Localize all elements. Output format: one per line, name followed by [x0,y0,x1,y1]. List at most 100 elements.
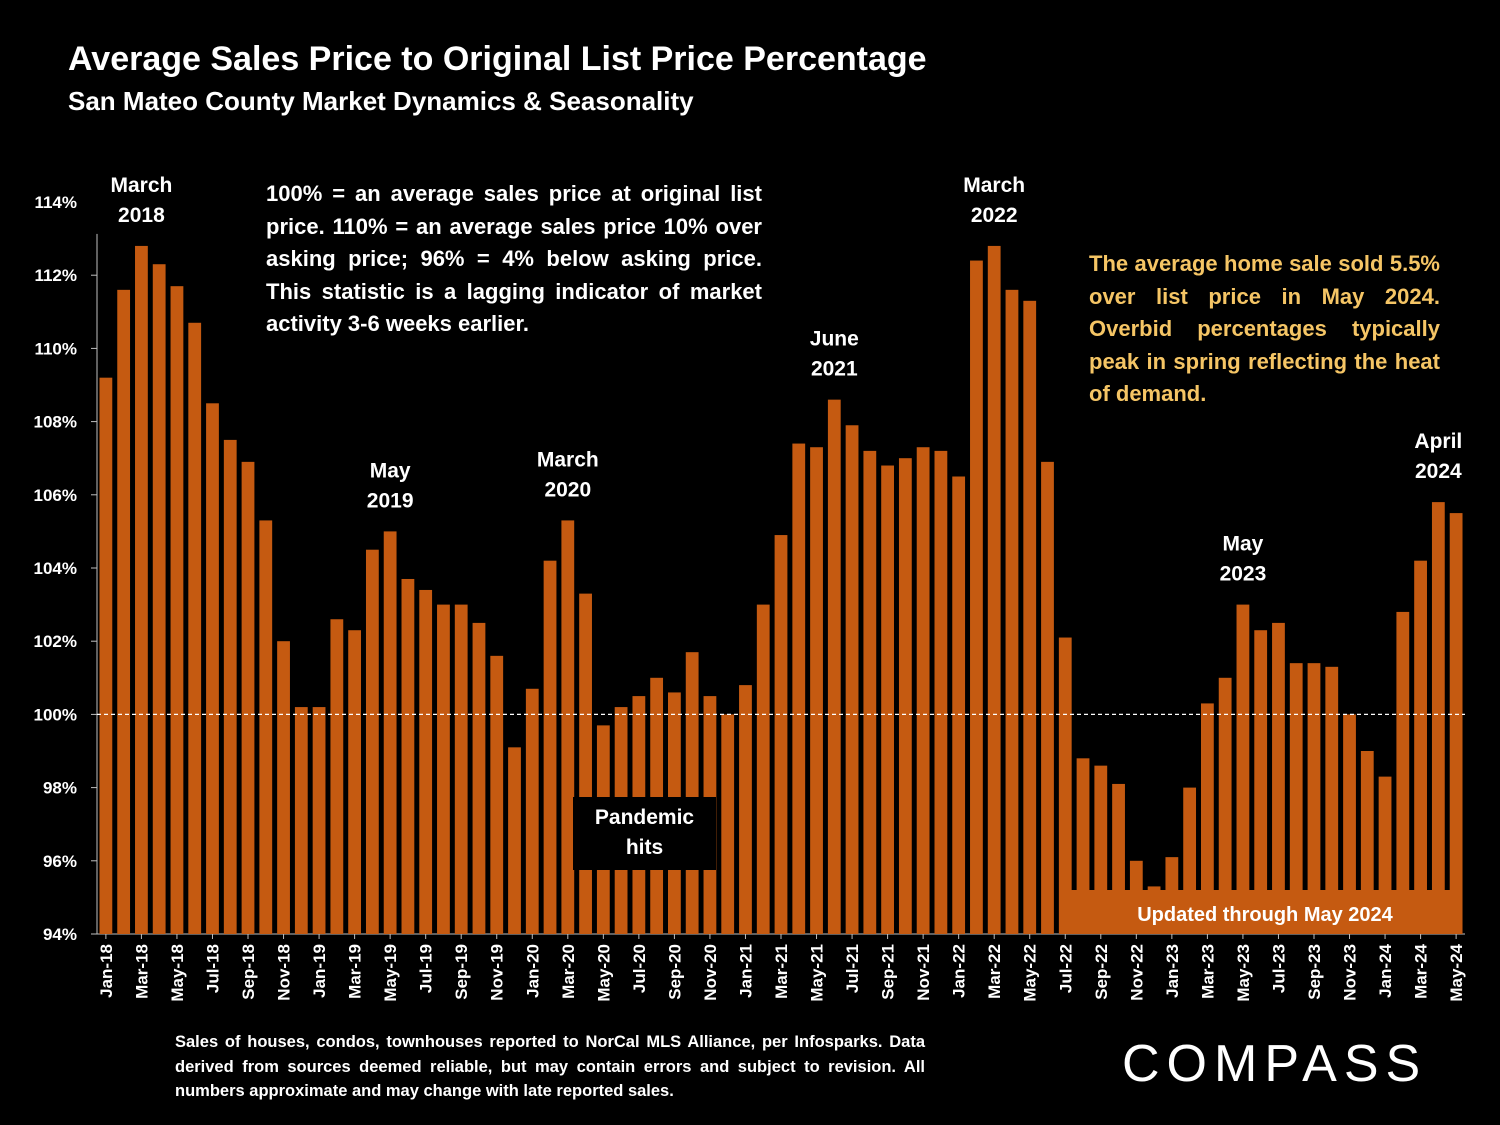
x-tick-label: Nov-20 [701,944,720,1001]
bar [1254,630,1268,934]
bar [241,461,255,934]
x-tick-label: Nov-19 [488,944,507,1001]
x-tick-label: May-19 [381,944,400,1002]
bar [1343,714,1356,934]
x-tick-label: May-21 [808,944,827,1002]
x-tick-label: Sep-18 [239,944,258,1000]
chart-subtitle: San Mateo County Market Dynamics & Seaso… [68,86,694,116]
bar [454,604,468,934]
x-tick-label: Jan-19 [310,944,329,998]
y-tick-label: 104% [34,559,77,578]
bar [845,425,859,934]
bar [294,707,308,934]
bar [1041,461,1054,934]
bar [312,707,326,934]
bar [685,652,699,934]
x-tick-label: Jul-18 [203,944,222,993]
bar [774,535,788,934]
bar [721,714,735,934]
peak-annotation-label: 2020 [544,478,591,501]
bar [1272,622,1285,934]
bar [330,619,344,934]
bar [1200,703,1214,934]
annotation-box [932,167,1057,234]
x-tick-label: Jan-24 [1376,943,1395,997]
x-tick-label: Mar-18 [132,944,151,999]
peak-annotation-label: March [537,448,599,471]
annotation-box [1376,424,1500,491]
bar [348,630,362,934]
x-tick-label: Mar-20 [559,944,578,999]
bar [1218,677,1232,934]
pandemic-label-line2: hits [625,836,664,859]
peak-annotation-label: 2024 [1415,460,1462,483]
bar [952,476,966,934]
x-tick-label: Mar-23 [1198,944,1217,999]
peak-annotation-label: May [370,459,411,482]
y-tick-label: 94% [43,925,77,944]
peak-annotation-label: 2022 [971,204,1018,227]
bar [543,560,557,934]
bar [259,520,273,934]
x-tick-label: Sep-23 [1305,944,1324,1000]
x-tick-label: Mar-24 [1412,943,1431,998]
bar [792,443,806,934]
x-tick-label: Sep-20 [665,944,684,1000]
peak-annotation-label: June [810,328,859,351]
x-tick-label: Jul-23 [1269,944,1288,993]
x-tick-label: Jan-23 [1163,944,1182,998]
bar [383,531,397,934]
bar [916,447,930,934]
annotation-box [1180,526,1305,593]
x-tick-label: Sep-22 [1092,944,1111,1000]
bar [508,747,521,934]
y-tick-label: 102% [34,632,77,651]
bar [472,622,486,934]
bar [152,264,166,935]
annotation-box [79,167,204,234]
bar [1431,502,1445,934]
x-tick-label: May-18 [168,944,187,1002]
peak-annotation-label: 2021 [811,358,858,381]
bar [827,399,841,934]
y-tick-label: 98% [43,779,77,798]
chart-title: Average Sales Price to Original List Pri… [68,40,927,78]
bar [419,589,433,934]
x-tick-label: Jul-19 [417,944,436,993]
x-tick-label: Jul-21 [843,944,862,993]
x-tick-label: Jan-22 [950,944,969,998]
bar [881,465,894,934]
bar [898,458,912,934]
bar [206,403,219,934]
y-tick-label: 100% [34,705,77,724]
bar [170,286,184,934]
bar [1005,289,1019,935]
bar [437,604,450,934]
annotation-box [772,321,897,388]
x-tick-label: Jul-20 [630,944,649,993]
y-tick-label: 108% [34,413,77,432]
y-tick-label: 112% [34,266,77,285]
x-tick-label: May-24 [1447,943,1466,1001]
peak-annotation-label: 2019 [367,489,414,512]
bar [277,641,290,934]
peak-annotation-label: May [1222,533,1263,556]
bar [117,289,131,935]
bar [1325,666,1339,934]
y-tick-label: 106% [34,486,77,505]
bar [365,549,379,934]
bar [1396,611,1410,934]
explanation-note: 100% = an average sales price at origina… [266,178,762,341]
bar [223,439,237,934]
bar [579,593,592,934]
bar [1307,663,1321,934]
x-tick-label: Mar-22 [985,944,1004,999]
x-tick-label: Jul-22 [1056,944,1075,993]
peak-annotation-label: 2018 [118,204,165,227]
bar [401,578,415,934]
bar [1414,560,1427,934]
bar [561,520,575,934]
peak-annotation-label: April [1414,430,1462,453]
x-tick-label: Mar-19 [346,944,365,999]
bar [1289,663,1303,934]
